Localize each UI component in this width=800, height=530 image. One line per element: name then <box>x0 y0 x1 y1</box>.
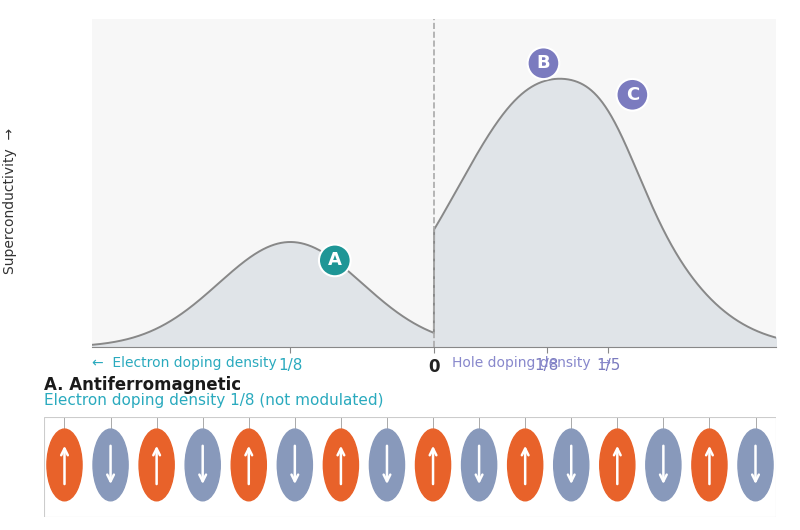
Ellipse shape <box>415 429 450 501</box>
Text: B: B <box>537 54 550 72</box>
Text: Electron doping density 1/8 (not modulated): Electron doping density 1/8 (not modulat… <box>44 393 383 408</box>
Ellipse shape <box>370 429 405 501</box>
Ellipse shape <box>554 429 589 501</box>
Ellipse shape <box>185 429 220 501</box>
Text: Superconductivity  →: Superconductivity → <box>2 128 17 275</box>
Ellipse shape <box>278 429 313 501</box>
Text: A: A <box>328 251 342 269</box>
Ellipse shape <box>93 429 128 501</box>
Ellipse shape <box>231 429 266 501</box>
Text: Hole doping density  →: Hole doping density → <box>452 356 611 370</box>
Ellipse shape <box>139 429 174 501</box>
Text: C: C <box>626 86 639 104</box>
Text: A. Antiferromagnetic: A. Antiferromagnetic <box>44 376 241 394</box>
Ellipse shape <box>323 429 358 501</box>
Ellipse shape <box>692 429 727 501</box>
Ellipse shape <box>738 429 773 501</box>
Ellipse shape <box>508 429 542 501</box>
Ellipse shape <box>47 429 82 501</box>
Ellipse shape <box>646 429 681 501</box>
Text: ←  Electron doping density: ← Electron doping density <box>92 356 277 370</box>
Ellipse shape <box>600 429 635 501</box>
Ellipse shape <box>462 429 497 501</box>
